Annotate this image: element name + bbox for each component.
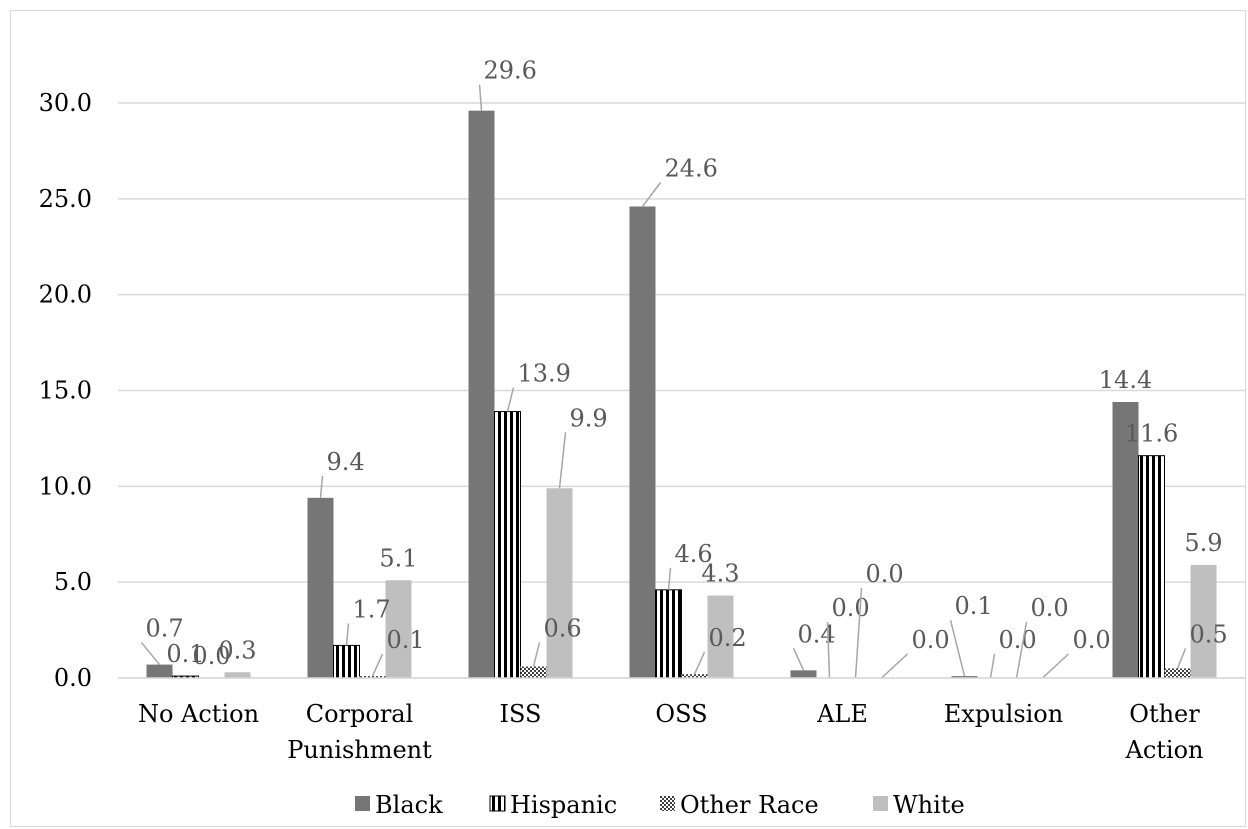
data-label: 0.1 — [387, 626, 425, 654]
label-leader-line — [949, 619, 966, 677]
bar-black — [307, 497, 334, 678]
bar-other-race — [359, 676, 386, 678]
x-tick-label: ALE — [816, 700, 868, 728]
label-leader-line — [1176, 648, 1187, 669]
bar-hispanic — [494, 411, 521, 679]
label-leader-line — [345, 623, 350, 646]
y-tick-label: 20.0 — [39, 281, 92, 309]
data-label: 0.7 — [146, 615, 184, 643]
bar-black — [790, 670, 817, 678]
y-tick-label: 15.0 — [39, 377, 92, 405]
data-label: 29.6 — [484, 57, 537, 85]
label-leader-line — [371, 653, 384, 677]
bar-other-race — [520, 666, 547, 678]
label-leader-line — [1041, 653, 1070, 679]
legend-swatch — [873, 796, 888, 811]
data-label: 0.0 — [832, 594, 870, 622]
data-label: 9.4 — [327, 448, 365, 476]
data-label: 0.0 — [1073, 626, 1111, 654]
data-label: 5.9 — [1184, 529, 1222, 557]
bar-white — [546, 488, 573, 678]
bar-black — [629, 206, 656, 678]
y-tick-label: 10.0 — [39, 472, 92, 500]
label-leader-line — [1015, 621, 1028, 679]
data-label: 0.6 — [544, 615, 582, 643]
bar-other-race — [1164, 668, 1191, 678]
label-leader-line — [880, 653, 909, 679]
bar-black — [468, 110, 495, 678]
data-label: 4.6 — [675, 540, 713, 568]
y-tick-label: 25.0 — [39, 185, 92, 213]
bar-white — [1190, 564, 1217, 678]
data-label: 0.0 — [999, 626, 1037, 654]
bar-hispanic — [1138, 455, 1165, 679]
data-label: 0.3 — [218, 636, 256, 664]
x-tick-label: No Action — [138, 700, 259, 728]
data-label: 4.3 — [701, 560, 739, 588]
x-axis: No Action Corporal Punishment ISS OSS ALE Expu… — [118, 677, 1245, 764]
label-leader-line — [989, 653, 996, 679]
data-label: 0.0 — [866, 560, 904, 588]
legend-label: White — [893, 791, 965, 819]
label-leader-line — [558, 432, 567, 489]
legend-label: Black — [375, 791, 443, 819]
data-label: 0.5 — [1190, 620, 1228, 648]
bars — [146, 110, 1217, 679]
legend-label: Other Race — [680, 791, 819, 819]
legend-swatch — [489, 795, 506, 812]
y-tick-label: 0.0 — [54, 664, 92, 692]
data-label: 11.6 — [1125, 420, 1178, 448]
data-label: 24.6 — [665, 155, 718, 183]
bar-white — [707, 595, 734, 678]
data-label: 1.7 — [353, 595, 391, 623]
chart-frame — [10, 10, 1246, 827]
y-tick-label: 5.0 — [54, 568, 92, 596]
bar-hispanic — [333, 644, 360, 679]
label-leader-line — [667, 567, 672, 590]
data-label: 0.4 — [798, 620, 836, 648]
bar-white — [385, 580, 412, 678]
label-leader-line — [478, 84, 483, 111]
y-axis: 0.0 5.0 10.0 15.0 20.0 25.0 30.0 — [39, 89, 92, 692]
legend-label: Hispanic — [510, 791, 617, 819]
data-label: 0.2 — [709, 624, 747, 652]
label-leader-line — [319, 475, 324, 498]
label-leader-line — [506, 387, 515, 412]
legend: Black Hispanic Other Race White — [355, 791, 965, 819]
label-leader-line — [532, 642, 541, 667]
x-tick-label: Action — [1125, 736, 1204, 764]
data-label: 0.0 — [912, 626, 950, 654]
x-tick-label: OSS — [655, 700, 707, 728]
y-tick-label: 30.0 — [39, 89, 92, 117]
x-tick-label: Punishment — [287, 736, 432, 764]
data-label: 14.4 — [1099, 366, 1152, 394]
label-leader-line — [140, 642, 161, 666]
data-labels: 0.7 9.4 29.6 24.6 0.4 0.1 14.4 0.1 1.7 13.9 4.6 0.0… — [140, 57, 1228, 679]
label-leader-line — [693, 651, 706, 675]
data-label: 0.1 — [955, 592, 993, 620]
label-leader-line — [826, 621, 831, 679]
data-label: 0.0 — [192, 642, 230, 670]
data-label: 0.1 — [166, 640, 204, 668]
label-leader-line — [854, 587, 863, 679]
label-leader-line — [641, 182, 662, 207]
label-leader-line — [792, 648, 805, 671]
x-tick-label: Corporal — [306, 700, 414, 728]
legend-swatch — [660, 796, 675, 811]
legend-swatch — [355, 796, 370, 811]
bar-white — [224, 672, 251, 678]
data-label: 0.0 — [1031, 594, 1069, 622]
data-label: 9.9 — [570, 404, 608, 432]
bar-black — [951, 676, 978, 678]
x-tick-label: Expulsion — [944, 700, 1063, 728]
data-label: 5.1 — [379, 544, 417, 572]
bar-black — [146, 664, 173, 678]
bar-hispanic — [655, 589, 682, 679]
data-label: 13.9 — [518, 360, 571, 388]
x-tick-label: ISS — [500, 700, 542, 728]
bar-other-race — [681, 674, 708, 678]
bar-black — [1112, 402, 1139, 678]
x-tick-label: Other — [1129, 700, 1200, 728]
